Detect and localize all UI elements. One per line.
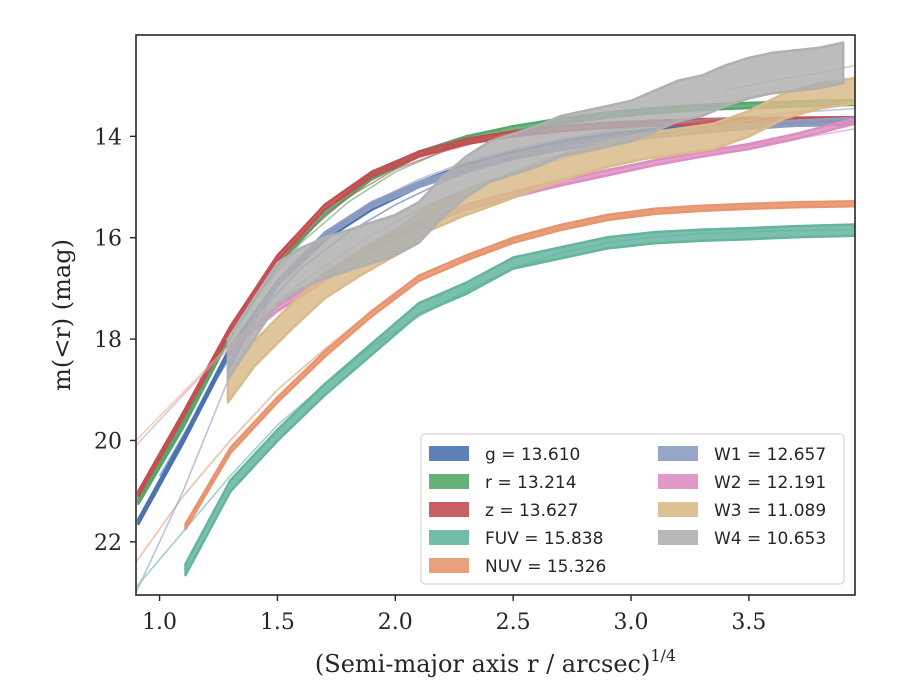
legend-swatch (658, 446, 698, 461)
legend-box (420, 433, 845, 585)
series-NUV-model-line (136, 203, 855, 563)
x-tick-label: 1.0 (142, 610, 177, 635)
series-W4-band (226, 41, 845, 381)
x-tick-label: 2.0 (378, 610, 413, 635)
legend-item-r: r = 13.214 (429, 473, 577, 493)
x-axis-label: (Semi-major axis r / arcsec)1/4 (315, 646, 676, 678)
legend-swatch (429, 558, 469, 573)
legend-item-W1: W1 = 12.657 (658, 445, 826, 465)
y-tick-label: 16 (94, 227, 122, 252)
legend-item-FUV: FUV = 15.838 (429, 529, 603, 549)
legend-item-NUV: NUV = 15.326 (429, 557, 606, 577)
x-axis-label-text: (Semi-major axis r / arcsec) (315, 650, 650, 678)
x-axis-label-exponent: 1/4 (650, 646, 676, 665)
legend-swatch (658, 474, 698, 489)
legend-swatch (429, 502, 469, 517)
legend-swatch (658, 530, 698, 545)
legend-item-W2: W2 = 12.191 (658, 473, 826, 493)
legend-label: FUV = 15.838 (485, 529, 603, 549)
series-W1-band (226, 116, 855, 374)
y-axis-label: m(<r) (mag) (48, 239, 76, 391)
series-NUV-band (184, 199, 855, 531)
legend-label: r = 13.214 (485, 473, 577, 493)
x-tick-label: 1.5 (260, 610, 295, 635)
series-z-band (137, 115, 855, 498)
legend-swatch (429, 474, 469, 489)
legend-item-z: z = 13.627 (429, 501, 578, 521)
legend-item-W3: W3 = 11.089 (658, 501, 826, 521)
axes: 1.0 1.5 2.0 2.5 3.0 3.5 14 16 18 20 22 (Semi-major … (48, 34, 856, 678)
legend-label: W3 = 11.089 (714, 501, 826, 521)
y-tick-label: 22 (94, 531, 122, 556)
x-tick-label: 3.5 (731, 610, 766, 635)
series-NUV (136, 199, 855, 563)
series-FUV-band (184, 223, 855, 577)
x-tick-label: 2.5 (496, 610, 531, 635)
legend-label: W4 = 10.653 (714, 529, 826, 549)
legend-label: W1 = 12.657 (714, 445, 826, 465)
legend-label: z = 13.627 (485, 501, 578, 521)
legend-label: NUV = 15.326 (485, 557, 606, 577)
series-W4 (226, 41, 855, 381)
legend: g = 13.610 r = 13.214 z = 13.627 FUV = 15.8… (420, 433, 845, 585)
y-tick-label: 14 (94, 125, 122, 150)
series-FUV (136, 223, 855, 588)
plot-area (136, 41, 855, 593)
legend-item-W4: W4 = 10.653 (658, 529, 826, 549)
x-tick-label: 3.0 (614, 610, 649, 635)
legend-swatch (429, 446, 469, 461)
y-tick-label: 20 (94, 429, 122, 454)
y-tick-label: 18 (94, 328, 122, 353)
legend-swatch (658, 502, 698, 517)
axes-frame (135, 34, 856, 596)
legend-label: g = 13.610 (485, 445, 580, 465)
legend-item-g: g = 13.610 (429, 445, 580, 465)
series-W4-model-line (725, 64, 855, 92)
legend-swatch (429, 530, 469, 545)
legend-label: W2 = 12.191 (714, 473, 826, 493)
series-FUV-model-line (136, 228, 855, 588)
